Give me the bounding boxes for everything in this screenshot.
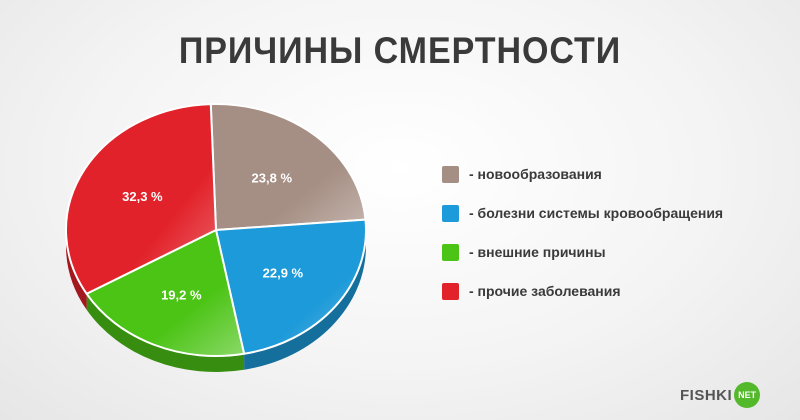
- legend-label: - болезни системы кровообращения: [469, 205, 724, 221]
- legend-swatch: [442, 243, 459, 261]
- logo-badge: NET: [734, 382, 761, 408]
- pie-slice-highlight: [210, 104, 366, 230]
- pie-slice-label: 32,3 %: [122, 189, 163, 204]
- legend-swatch: [442, 282, 459, 300]
- pie-slice-highlight: [86, 230, 245, 357]
- legend-swatch: [442, 165, 459, 183]
- legend-item: - прочие заболевания: [442, 280, 723, 302]
- pie-slice-highlight: [216, 219, 366, 354]
- pie-slice-label: 23,8 %: [252, 170, 293, 185]
- chart-title: ПРИЧИНЫ СМЕРТНОСТИ: [178, 30, 622, 71]
- pie-slice-highlight: [66, 104, 216, 294]
- pie-slice-label: 22,9 %: [263, 266, 304, 281]
- legend-label: - новообразования: [469, 166, 602, 182]
- legend-swatch: [442, 204, 459, 222]
- legend-label: - прочие заболевания: [469, 283, 621, 299]
- pie-slice-side: [86, 293, 245, 372]
- legend-item: - болезни системы кровообращения: [442, 202, 723, 224]
- legend-label: - внешние причины: [469, 244, 606, 260]
- pie-slice-label: 19,2 %: [161, 287, 202, 302]
- legend-item: - внешние причины: [442, 241, 723, 263]
- legend: - новообразования - болезни системы кров…: [442, 163, 723, 319]
- pie-slice-side: [66, 230, 87, 310]
- site-logo[interactable]: FISHKI NET: [680, 382, 761, 408]
- logo-text: FISHKI: [680, 386, 733, 404]
- legend-item: - новообразования: [442, 163, 723, 185]
